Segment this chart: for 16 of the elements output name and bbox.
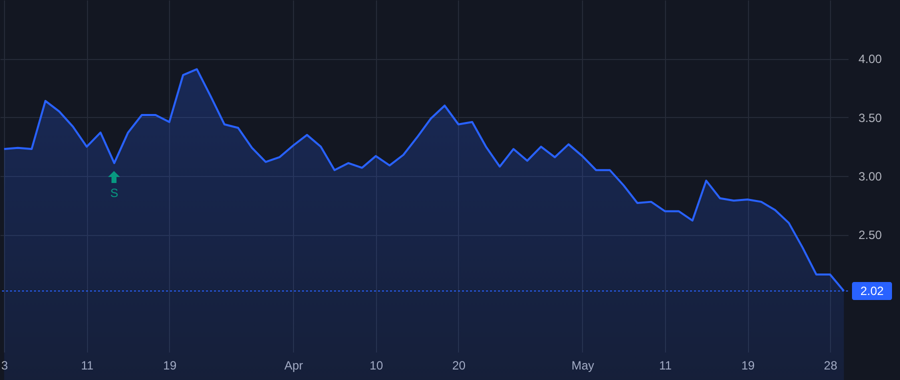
x-tick-label: 11 bbox=[659, 358, 672, 372]
x-tick-label: Apr bbox=[284, 358, 304, 372]
y-tick-label: 3.50 bbox=[858, 110, 882, 125]
x-tick-label: 11 bbox=[80, 358, 94, 372]
x-tick-label: 19 bbox=[741, 358, 755, 372]
y-tick-label: 3.00 bbox=[858, 170, 882, 184]
y-tick-label: 2.50 bbox=[858, 228, 882, 242]
ref-line-label: 2.02 bbox=[860, 284, 884, 298]
annotation: S bbox=[110, 186, 118, 200]
x-tick-label: 28 bbox=[824, 358, 838, 372]
y-tick-label: 4.00 bbox=[858, 52, 882, 66]
x-tick-label: May bbox=[571, 358, 594, 372]
x-tick-label: 20 bbox=[452, 358, 466, 372]
x-tick-label: 19 bbox=[163, 358, 177, 372]
x-tick-label: 10 bbox=[370, 358, 384, 372]
x-tick-label: 3 bbox=[1, 358, 8, 372]
